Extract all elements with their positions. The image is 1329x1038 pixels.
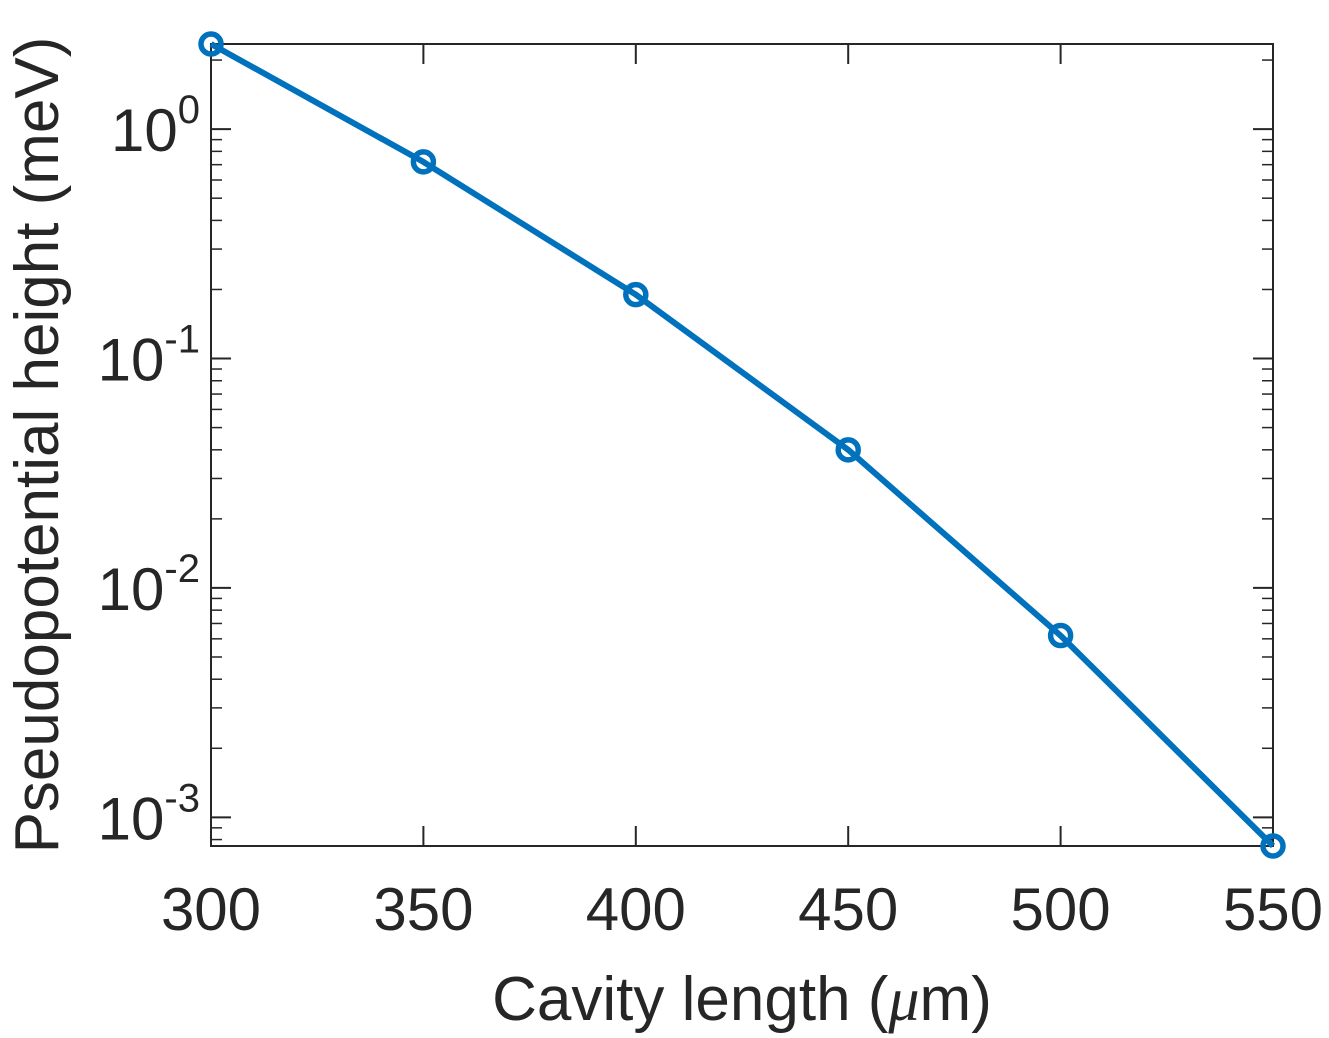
y-tick-label-base: 10 [98, 785, 165, 852]
data-point-marker [623, 281, 649, 308]
y-tick-label-exponent: -3 [164, 776, 200, 820]
data-point-marker [1047, 622, 1074, 649]
x-tick-label: 300 [161, 876, 261, 943]
series-layer [198, 31, 1286, 859]
x-axis-title-text: Cavity length ( [492, 965, 889, 1034]
axes-box [210, 43, 1274, 847]
y-tick-label-base: 10 [98, 556, 165, 623]
x-tick-label: 450 [798, 876, 898, 943]
x-tick-label: 500 [1011, 876, 1111, 943]
plot-background [211, 44, 1273, 846]
y-tick-label: 100 [111, 88, 200, 164]
y-tick-label: 10-3 [98, 776, 200, 852]
x-tick-label: 550 [1223, 876, 1323, 943]
minor-ticks [211, 59, 1273, 841]
x-tick-labels: 300 350 400 450 500 550 [161, 876, 1323, 943]
x-axis-title-mu: μ [887, 966, 919, 1034]
y-tick-label-exponent: 0 [178, 88, 200, 132]
y-axis-title: Pseudopotential height (meV) [3, 37, 72, 854]
x-tick-label: 350 [373, 876, 473, 943]
y-tick-label-base: 10 [98, 327, 165, 394]
data-point-marker [198, 31, 224, 57]
y-tick-label-exponent: -2 [164, 547, 200, 591]
y-tick-label: 10-1 [98, 318, 200, 394]
y-tick-label-exponent: -1 [164, 318, 200, 362]
series-line [209, 41, 1276, 849]
data-point-marker [1260, 833, 1286, 859]
x-tick-label: 400 [586, 876, 686, 943]
y-tick-label: 10-2 [98, 547, 200, 623]
x-axis-title: Cavity length (μm) [492, 965, 992, 1034]
data-point-marker [835, 437, 861, 463]
x-axis-title-unit: m) [920, 965, 992, 1034]
data-point-marker [410, 149, 437, 175]
y-tick-label-base: 10 [111, 97, 178, 164]
